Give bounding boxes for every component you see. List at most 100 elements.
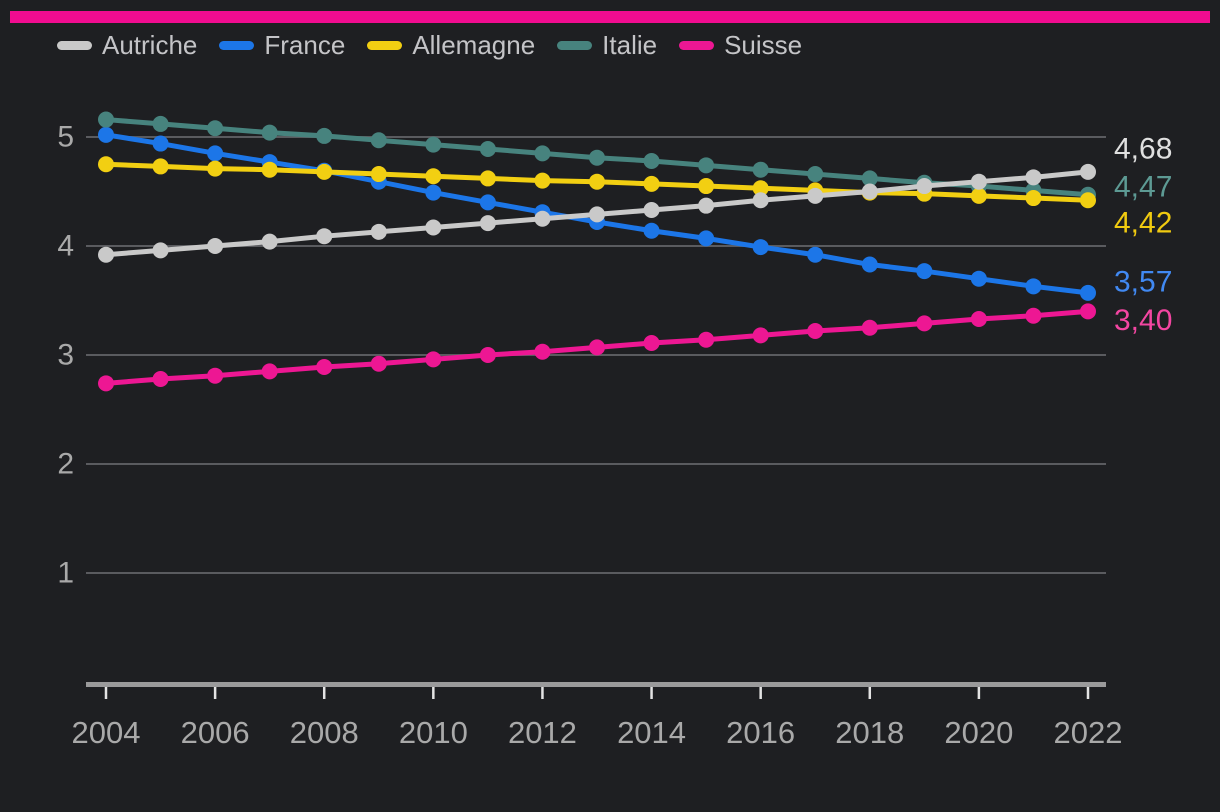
data-point — [1080, 303, 1096, 320]
data-point — [970, 187, 987, 204]
legend-item-france[interactable]: France — [219, 30, 345, 60]
data-point — [752, 239, 769, 256]
data-point — [98, 156, 114, 173]
data-point — [1025, 190, 1042, 207]
data-point — [970, 311, 987, 328]
data-point — [589, 206, 605, 223]
legend-item-italie[interactable]: Italie — [557, 30, 657, 60]
x-axis-tick-label: 2016 — [726, 715, 795, 750]
data-point — [425, 184, 442, 201]
data-point — [698, 331, 715, 348]
data-point — [98, 126, 114, 143]
data-point — [643, 335, 660, 352]
data-point — [698, 230, 715, 247]
data-point — [479, 215, 496, 232]
data-point — [970, 270, 987, 287]
legend-item-suisse[interactable]: Suisse — [679, 30, 802, 60]
data-point — [207, 160, 224, 177]
data-point — [152, 158, 169, 175]
x-axis-tick-label: 2010 — [399, 715, 468, 750]
data-point — [534, 172, 551, 189]
data-point — [479, 194, 496, 211]
legend-swatch-allemagne — [367, 40, 403, 50]
data-point — [698, 157, 715, 174]
data-point — [861, 256, 878, 273]
data-point — [534, 145, 551, 162]
legend-item-allemagne[interactable]: Allemagne — [367, 30, 535, 60]
data-point — [861, 183, 878, 200]
data-point — [370, 166, 387, 183]
data-point — [589, 173, 605, 190]
data-point — [534, 210, 551, 227]
data-point — [425, 351, 442, 368]
x-axis-tick-label: 2018 — [835, 715, 904, 750]
x-axis: 2004 2006 2008 2010 2012 2014 2016 2018 2020 2022 — [72, 682, 1123, 750]
data-point — [916, 263, 933, 280]
y-axis-tick-label: 3 — [57, 339, 74, 372]
data-point — [98, 246, 114, 263]
data-point — [425, 168, 442, 185]
top-accent-bar — [10, 11, 1210, 23]
data-point — [752, 192, 769, 209]
data-point — [425, 219, 442, 236]
x-axis-tick-label: 2012 — [508, 715, 577, 750]
data-point — [1080, 192, 1096, 209]
data-point — [861, 170, 878, 187]
data-point — [152, 115, 169, 132]
data-point — [152, 370, 169, 387]
data-point — [98, 375, 114, 392]
data-point — [752, 180, 769, 197]
data-point — [316, 127, 333, 144]
data-point — [370, 132, 387, 149]
legend-label: Italie — [602, 30, 658, 60]
legend-swatch-france — [219, 40, 255, 50]
x-axis-tick-label: 2020 — [944, 715, 1013, 750]
legend-swatch-suisse — [679, 40, 715, 50]
data-point — [807, 323, 824, 340]
series-italie: 4,47 — [98, 111, 1172, 203]
x-axis-tick-label: 2004 — [72, 715, 141, 750]
y-axis-tick-label: 5 — [57, 121, 74, 154]
series-suisse: 3,40 — [98, 303, 1172, 392]
data-point — [643, 222, 660, 239]
data-point — [643, 152, 660, 169]
data-point — [698, 178, 715, 195]
legend-label: Autriche — [102, 30, 198, 60]
data-point — [370, 355, 387, 372]
end-value-label-autriche: 4,68 — [1114, 132, 1172, 165]
data-point — [807, 187, 824, 204]
x-axis-tick-label: 2008 — [290, 715, 359, 750]
data-point — [261, 233, 278, 250]
data-point — [152, 135, 169, 152]
data-point — [261, 124, 278, 141]
data-point — [261, 363, 278, 380]
data-point — [316, 358, 333, 375]
data-point — [807, 166, 824, 183]
end-value-label-allemagne: 4,42 — [1114, 207, 1172, 240]
data-point — [589, 339, 605, 356]
data-point — [643, 202, 660, 219]
legend-swatch-autriche — [57, 40, 92, 50]
data-point — [261, 161, 278, 178]
data-point — [207, 367, 224, 384]
data-point — [1080, 284, 1096, 301]
data-point — [752, 161, 769, 178]
end-value-label-france: 3,57 — [1114, 265, 1172, 298]
legend-item-autriche[interactable]: Autriche — [57, 30, 197, 60]
x-axis-tick-label: 2006 — [181, 715, 250, 750]
y-axis-tick-label: 2 — [57, 448, 74, 481]
data-point — [643, 175, 660, 192]
data-point — [861, 319, 878, 336]
x-axis-tick-label: 2022 — [1054, 715, 1123, 750]
data-point — [1025, 169, 1042, 186]
data-point — [752, 327, 769, 344]
data-point — [698, 197, 715, 214]
data-point — [807, 246, 824, 263]
y-axis-tick-label: 1 — [57, 557, 74, 590]
data-point — [425, 136, 442, 153]
legend-label: Suisse — [724, 30, 803, 60]
data-point — [370, 223, 387, 240]
x-axis-tick-label: 2014 — [617, 715, 686, 750]
